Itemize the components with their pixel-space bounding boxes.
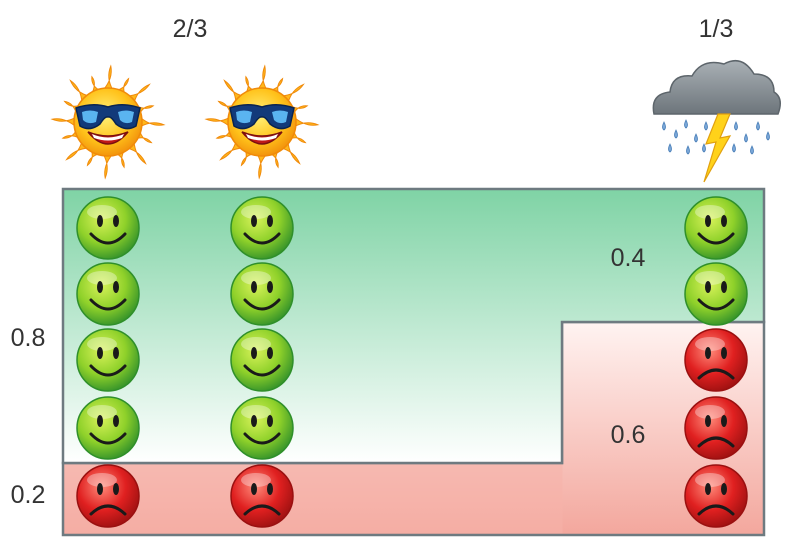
happy-face-icon (76, 328, 140, 392)
sad-face-icon (230, 464, 294, 528)
sad-row-band (64, 464, 563, 534)
happy-region (61, 187, 766, 465)
upper-probability-label: 0.8 (10, 324, 46, 352)
happy-face-icon (230, 196, 294, 260)
happy-face-icon (76, 396, 140, 460)
storm-cloud-icon (652, 59, 781, 183)
happy-face-icon (684, 196, 748, 260)
sun-with-sunglasses-icon (204, 64, 320, 180)
happy-face-icon (230, 262, 294, 326)
stormy-sad-probability-label: 0.6 (610, 421, 646, 449)
stormy-happy-probability-label: 0.4 (610, 244, 646, 272)
happy-face-icon (230, 396, 294, 460)
sad-face-icon (76, 464, 140, 528)
sad-face-icon (684, 328, 748, 392)
sunny-fraction-label: 2/3 (172, 15, 208, 43)
sad-face-icon (684, 396, 748, 460)
lower-probability-label: 0.2 (10, 481, 46, 509)
happy-face-icon (76, 196, 140, 260)
stormy-fraction-label: 1/3 (698, 15, 734, 43)
sun-with-sunglasses-icon (50, 64, 166, 180)
happy-face-icon (230, 328, 294, 392)
happy-face-icon (76, 262, 140, 326)
happy-face-icon (684, 262, 748, 326)
sad-face-icon (684, 464, 748, 528)
faces-layer (76, 196, 748, 528)
